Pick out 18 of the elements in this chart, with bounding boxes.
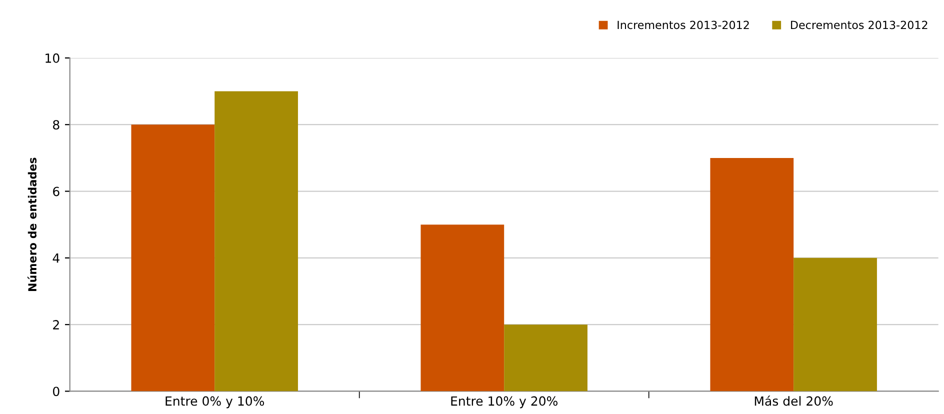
bar (214, 91, 298, 392)
bar (794, 258, 877, 392)
bar (710, 158, 794, 392)
bar (504, 324, 588, 392)
x-tick-label: Más del 20% (754, 396, 833, 406)
y-tick-label: 4 (52, 254, 60, 263)
y-tick-label: 6 (53, 186, 60, 196)
x-tick-label: Entre 0% y 10% (166, 396, 264, 408)
bar (420, 224, 504, 392)
y-tick-label: 0 (53, 386, 60, 396)
y-axis-title: Número de entidades (27, 158, 37, 291)
bar (131, 124, 215, 392)
y-tick-label: 8 (53, 120, 60, 130)
x-tick-label: Entre 10% y 20% (451, 396, 558, 408)
legend-label: Incrementos 2013-2012 (618, 20, 749, 30)
y-tick-label: 2 (53, 320, 59, 330)
y-tick-label: 10 (46, 53, 60, 63)
legend-label: Decrementos 2013-2012 (791, 20, 928, 30)
